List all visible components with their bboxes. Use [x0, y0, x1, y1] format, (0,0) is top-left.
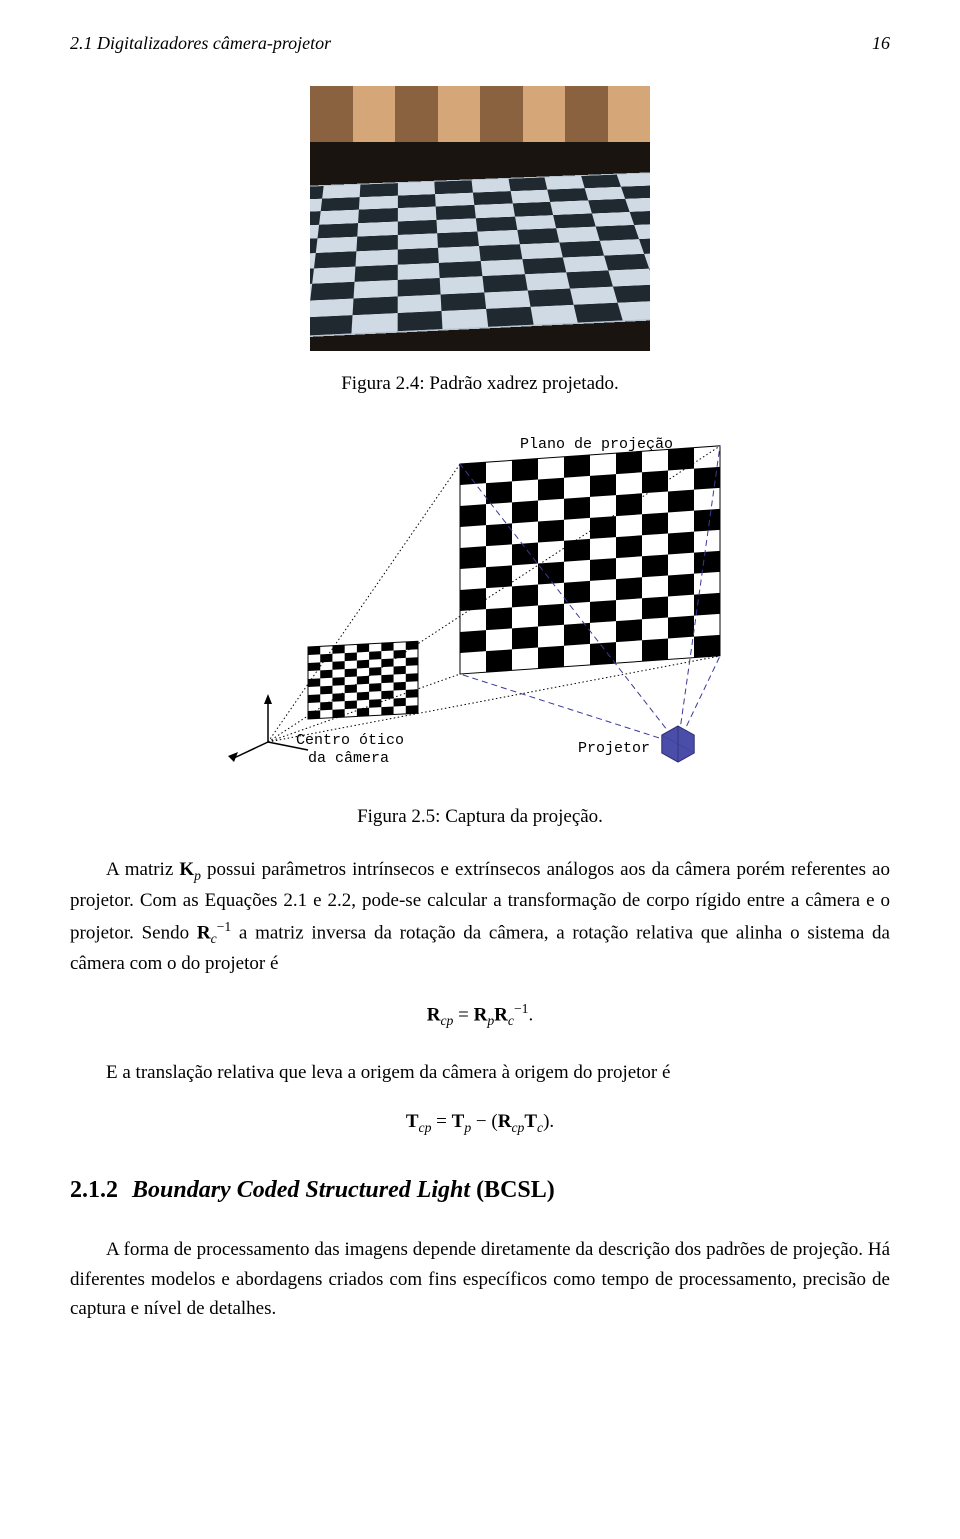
figure-2-5-caption: Figura 2.5: Captura da projeção. [70, 802, 890, 831]
T: T [524, 1111, 537, 1132]
figure-2-5: Plano de projeção Centro óticoda câmera Pr… [200, 422, 760, 791]
sub: cp [419, 1120, 432, 1135]
equation-tcp: Tcp = Tp − (RcpTc). [70, 1107, 890, 1138]
sup: −1 [514, 1001, 529, 1016]
sup-neg1: −1 [217, 919, 232, 934]
figure-2-5-diagram: Plano de projeção Centro óticoda câmera Pr… [200, 422, 760, 782]
section-title-italic: Boundary Coded Structured Light [132, 1177, 470, 1203]
page-number: 16 [872, 30, 890, 58]
figure-2-4-caption: Figura 2.4: Padrão xadrez projetado. [70, 369, 890, 398]
matrix-R: R [197, 922, 211, 943]
R: R [494, 1005, 508, 1026]
section-2-1-2-heading: 2.1.2 Boundary Coded Structured Light (BC… [70, 1172, 890, 1209]
T: T [406, 1111, 419, 1132]
svg-text:da câmera: da câmera [308, 750, 389, 767]
R: R [427, 1005, 441, 1026]
figure-2-4-image [310, 86, 650, 351]
paragraph-translation: E a translação relativa que leva a orige… [70, 1058, 890, 1087]
section-number: 2.1.2 [70, 1177, 118, 1203]
equals: = [431, 1111, 451, 1132]
section-path: 2.1 Digitalizadores câmera-projetor [70, 30, 331, 58]
svg-text:Projetor: Projetor [578, 740, 650, 757]
sub-p: p [194, 868, 201, 883]
minus-paren: − ( [471, 1111, 498, 1132]
matrix-K: K [179, 859, 194, 880]
sub: cp [511, 1120, 524, 1135]
text: A matriz [106, 859, 179, 880]
figure-2-4 [70, 86, 890, 351]
text: A forma de processamento das imagens dep… [70, 1239, 890, 1319]
svg-text:Centro ótico: Centro ótico [296, 732, 404, 749]
R: R [498, 1111, 512, 1132]
paragraph-bcsl-intro: A forma de processamento das imagens dep… [70, 1235, 890, 1323]
sub: cp [440, 1014, 453, 1029]
section-title-acronym: (BCSL) [470, 1177, 555, 1203]
svg-text:Plano de projeção: Plano de projeção [520, 436, 673, 453]
period: . [529, 1005, 534, 1026]
R: R [474, 1005, 488, 1026]
equals: = [453, 1005, 473, 1026]
page-header: 2.1 Digitalizadores câmera-projetor 16 [70, 30, 890, 58]
paragraph-kp: A matriz Kp possui parâmetros intrínseco… [70, 855, 890, 978]
equation-rcp: Rcp = RpRc−1. [70, 998, 890, 1031]
text: E a translação relativa que leva a orige… [106, 1062, 670, 1083]
close-paren: ). [543, 1111, 554, 1132]
T: T [452, 1111, 465, 1132]
